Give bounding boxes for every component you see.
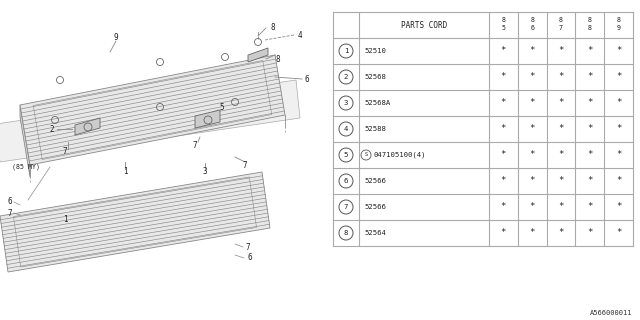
Text: 8: 8	[276, 54, 280, 63]
Text: 8: 8	[271, 22, 275, 31]
Text: 7: 7	[243, 161, 247, 170]
Text: *: *	[587, 46, 593, 55]
Text: *: *	[529, 150, 535, 159]
Text: 1: 1	[63, 215, 67, 225]
Text: *: *	[616, 228, 621, 237]
Text: *: *	[587, 228, 593, 237]
Text: 5: 5	[344, 152, 348, 158]
Text: *: *	[500, 124, 506, 133]
Text: *: *	[616, 203, 621, 212]
Polygon shape	[20, 105, 30, 177]
Text: S: S	[364, 153, 367, 157]
Text: 6: 6	[248, 253, 252, 262]
Text: 6: 6	[344, 178, 348, 184]
Text: 7: 7	[246, 243, 250, 252]
Text: *: *	[529, 99, 535, 108]
Text: 8: 8	[344, 230, 348, 236]
Text: *: *	[500, 46, 506, 55]
Text: *: *	[500, 228, 506, 237]
Text: 047105100(4): 047105100(4)	[373, 152, 426, 158]
Polygon shape	[248, 48, 268, 62]
Text: *: *	[587, 73, 593, 82]
Text: 8: 8	[559, 18, 563, 23]
Text: *: *	[616, 150, 621, 159]
Text: *: *	[500, 73, 506, 82]
Text: *: *	[558, 177, 564, 186]
Text: *: *	[558, 203, 564, 212]
Text: *: *	[558, 73, 564, 82]
Text: 52588: 52588	[364, 126, 386, 132]
Text: 52568A: 52568A	[364, 100, 390, 106]
Text: 8: 8	[501, 18, 506, 23]
Text: *: *	[558, 228, 564, 237]
Text: *: *	[587, 124, 593, 133]
Text: *: *	[529, 124, 535, 133]
Text: 2: 2	[344, 74, 348, 80]
Text: *: *	[529, 203, 535, 212]
Polygon shape	[20, 55, 285, 165]
Text: 52568: 52568	[364, 74, 386, 80]
Text: 7: 7	[559, 26, 563, 31]
Text: 8: 8	[616, 18, 621, 23]
Polygon shape	[0, 172, 270, 272]
Text: 7: 7	[63, 148, 67, 156]
Text: (85 MY): (85 MY)	[12, 164, 40, 170]
Text: *: *	[616, 46, 621, 55]
Text: *: *	[500, 99, 506, 108]
Text: 6: 6	[8, 197, 12, 206]
Text: 9: 9	[616, 26, 621, 31]
Text: *: *	[587, 177, 593, 186]
Text: *: *	[500, 203, 506, 212]
Text: *: *	[500, 150, 506, 159]
Text: 8: 8	[588, 26, 592, 31]
Text: 2: 2	[50, 124, 54, 133]
Text: 52510: 52510	[364, 48, 386, 54]
Text: 8: 8	[530, 18, 534, 23]
Text: *: *	[529, 46, 535, 55]
Text: *: *	[558, 150, 564, 159]
Text: *: *	[529, 73, 535, 82]
Text: 1: 1	[344, 48, 348, 54]
Text: *: *	[558, 99, 564, 108]
Text: 4: 4	[298, 30, 302, 39]
Text: 52564: 52564	[364, 230, 386, 236]
Text: PARTS CORD: PARTS CORD	[401, 20, 447, 29]
Text: *: *	[587, 99, 593, 108]
Text: *: *	[616, 124, 621, 133]
Text: 7: 7	[344, 204, 348, 210]
Text: 7: 7	[8, 209, 12, 218]
Text: *: *	[500, 177, 506, 186]
Text: 1: 1	[123, 167, 127, 177]
Text: *: *	[587, 203, 593, 212]
Text: *: *	[616, 177, 621, 186]
Text: 5: 5	[220, 102, 224, 111]
Text: 5: 5	[501, 26, 506, 31]
Text: 6: 6	[530, 26, 534, 31]
Text: 3: 3	[203, 167, 207, 177]
Text: 6: 6	[305, 75, 309, 84]
Polygon shape	[75, 118, 100, 135]
Text: *: *	[558, 124, 564, 133]
Text: *: *	[529, 177, 535, 186]
Text: *: *	[558, 46, 564, 55]
Polygon shape	[195, 110, 220, 128]
Text: 8: 8	[588, 18, 592, 23]
Text: *: *	[529, 228, 535, 237]
Text: A566000011: A566000011	[589, 310, 632, 316]
Text: *: *	[616, 73, 621, 82]
Text: 7: 7	[193, 140, 197, 149]
Text: *: *	[616, 99, 621, 108]
Text: *: *	[587, 150, 593, 159]
Text: 52566: 52566	[364, 178, 386, 184]
Text: 52566: 52566	[364, 204, 386, 210]
Text: 9: 9	[114, 34, 118, 43]
Text: 3: 3	[344, 100, 348, 106]
Text: 4: 4	[344, 126, 348, 132]
Polygon shape	[0, 80, 300, 162]
